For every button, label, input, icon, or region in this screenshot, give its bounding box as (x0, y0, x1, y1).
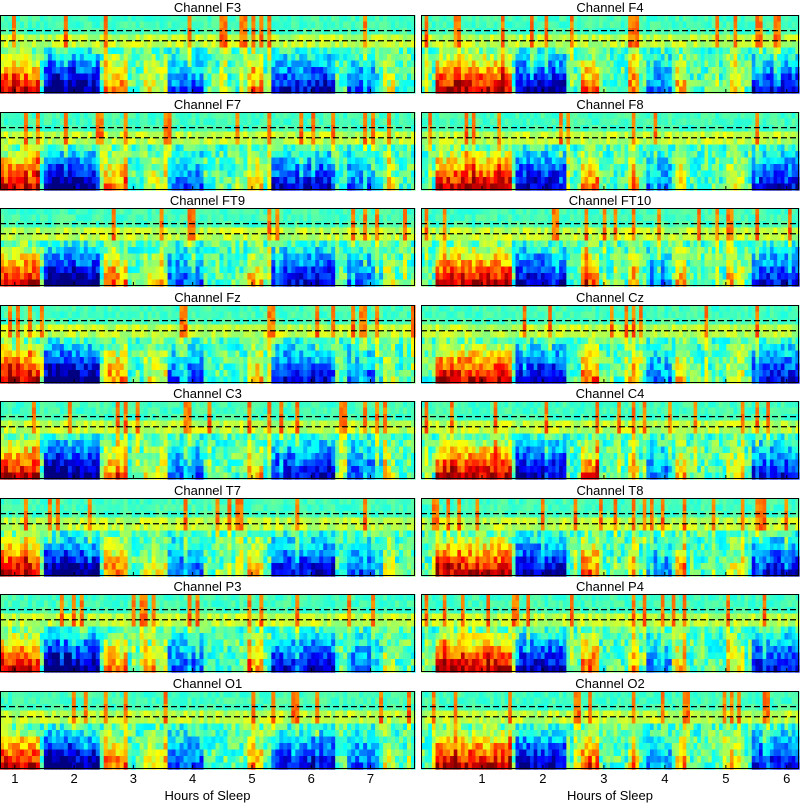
panel-title: Channel T7 (28, 483, 388, 498)
panel-title: Channel Fz (28, 290, 388, 305)
spectrogram-cells (0, 594, 416, 673)
spectrogram-cells (0, 208, 416, 287)
spectrogram-cells (0, 112, 416, 191)
spectrogram-panel (0, 15, 415, 93)
x-tick-label: 1 (478, 771, 485, 786)
panel-title: Channel O1 (28, 676, 388, 691)
panel-title: Channel T8 (430, 483, 790, 498)
panel-title: Channel C4 (430, 386, 790, 401)
panel-title: Channel F4 (430, 0, 790, 15)
spectrogram-panel (421, 305, 799, 383)
x-tick-label: 5 (248, 771, 255, 786)
spectrogram-cells (421, 594, 800, 673)
spectrogram-panel (421, 401, 799, 479)
spectrogram-cells (0, 498, 416, 577)
spectrogram-cells (421, 305, 800, 384)
x-tick-label: 1 (11, 771, 18, 786)
x-tick-label: 6 (308, 771, 315, 786)
spectrogram-panel (421, 498, 799, 576)
spectrogram-panel (421, 208, 799, 286)
panel-title: Channel FT9 (28, 193, 388, 208)
x-tick-label: 2 (70, 771, 77, 786)
panel-title: Channel C3 (28, 386, 388, 401)
x-tick-label: 3 (130, 771, 137, 786)
x-tick-label: 6 (783, 771, 790, 786)
spectrogram-panel (0, 112, 415, 190)
spectrogram-cells (421, 401, 800, 480)
spectrogram-panel (0, 305, 415, 383)
spectrogram-panel (0, 691, 415, 769)
x-axis-title: Hours of Sleep (567, 788, 653, 803)
spectrogram-cells (0, 305, 416, 384)
spectrogram-panel (421, 691, 799, 769)
spectrogram-cells (421, 112, 800, 191)
spectrogram-panel (0, 401, 415, 479)
x-axis-title: Hours of Sleep (165, 788, 251, 803)
x-tick-label: 2 (539, 771, 546, 786)
x-tick-label: 3 (600, 771, 607, 786)
x-tick-label: 4 (661, 771, 668, 786)
spectrogram-panel (421, 594, 799, 672)
spectrogram-cells (421, 208, 800, 287)
x-tick-label: 4 (189, 771, 196, 786)
panel-title: Channel F7 (28, 97, 388, 112)
panel-title: Channel F3 (28, 0, 388, 15)
spectrogram-cells (0, 401, 416, 480)
panel-title: Channel P4 (430, 579, 790, 594)
panel-title: Channel F8 (430, 97, 790, 112)
panel-title: Channel P3 (28, 579, 388, 594)
spectrogram-panel (0, 498, 415, 576)
spectrogram-panel (0, 594, 415, 672)
spectrogram-panel (421, 112, 799, 190)
panel-title: Channel FT10 (430, 193, 790, 208)
spectrogram-cells (0, 691, 416, 770)
spectrogram-panel (421, 15, 799, 93)
spectrogram-cells (0, 15, 416, 94)
spectrogram-cells (421, 15, 800, 94)
panel-title: Channel O2 (430, 676, 790, 691)
spectrogram-cells (421, 691, 800, 770)
x-tick-label: 5 (722, 771, 729, 786)
spectrogram-cells (421, 498, 800, 577)
spectrogram-panel (0, 208, 415, 286)
panel-title: Channel Cz (430, 290, 790, 305)
x-tick-label: 7 (367, 771, 374, 786)
